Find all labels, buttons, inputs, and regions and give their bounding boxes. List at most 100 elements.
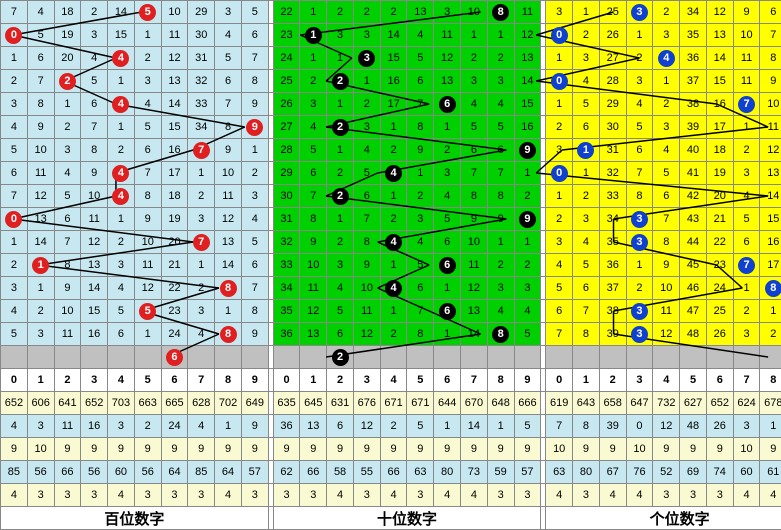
chart-cell: 1 <box>514 231 541 254</box>
stats-cell: 9 <box>434 438 461 461</box>
chart-cell: 3 <box>241 185 268 208</box>
stats-cell: 48 <box>680 415 707 438</box>
stats-cell: 3 <box>273 484 300 507</box>
marker-digit: 4 <box>112 165 129 182</box>
chart-cell: 3 <box>1 277 28 300</box>
chart-cell: 1 <box>573 139 600 162</box>
chart-cell: 2 <box>733 139 760 162</box>
chart-cell: 1 <box>327 208 354 231</box>
chart-cell: 2 <box>353 1 380 24</box>
chart-cell: 22 <box>706 231 733 254</box>
stats-cell: 2 <box>380 415 407 438</box>
chart-cell: 1 <box>108 70 135 93</box>
chart-cell: 11 <box>733 47 760 70</box>
chart-cell: 1 <box>546 47 573 70</box>
chart-cell: 3 <box>733 162 760 185</box>
chart-cell: 12 <box>300 300 327 323</box>
chart-cell: 25 <box>706 300 733 323</box>
chart-cell: 6 <box>733 231 760 254</box>
chart-cell: 8 <box>27 93 54 116</box>
chart-cell: 7 <box>487 162 514 185</box>
chart-cell: 24 <box>273 47 300 70</box>
chart-cell: 5 <box>241 1 268 24</box>
stats-cell: 649 <box>241 392 268 415</box>
stats-cell: 8 <box>573 415 600 438</box>
stats-cell: 658 <box>599 392 626 415</box>
chart-cell: 1 <box>546 185 573 208</box>
chart-cell: 7 <box>27 70 54 93</box>
chart-cell: 9 <box>760 70 781 93</box>
chart-cell: 7 <box>653 208 680 231</box>
chart-cell: 8 <box>653 231 680 254</box>
chart-cell: 38 <box>680 93 707 116</box>
stats-cell: 63 <box>546 461 573 484</box>
marker-digit: 0 <box>5 27 22 44</box>
chart-cell: 7 <box>300 185 327 208</box>
chart-cell: 1 <box>188 162 215 185</box>
chart-cell: 5 <box>134 116 161 139</box>
chart-cell: 7 <box>573 300 600 323</box>
stats-cell: 9 <box>487 438 514 461</box>
chart-cell: 0 <box>546 24 573 47</box>
chart-cell: 4 <box>380 231 407 254</box>
chart-cell: 12 <box>353 323 380 346</box>
chart-cell: 26 <box>599 24 626 47</box>
chart-cell: 6 <box>54 208 81 231</box>
stats-cell: 3 <box>680 484 707 507</box>
chart-cell: 4 <box>380 162 407 185</box>
stats-cell: 74 <box>706 461 733 484</box>
stats-cell: 14 <box>461 415 488 438</box>
chart-cell: 7 <box>461 162 488 185</box>
stats-cell: 9 <box>241 438 268 461</box>
chart-cell: 0 <box>546 162 573 185</box>
chart-cell: 3 <box>626 231 653 254</box>
chart-cell: 3 <box>653 116 680 139</box>
header-digit: 6 <box>161 369 188 392</box>
chart-cell: 4 <box>27 1 54 24</box>
marker-digit: 9 <box>519 211 536 228</box>
chart-cell: 3 <box>54 139 81 162</box>
stats-cell: 2 <box>134 415 161 438</box>
chart-cell: 1 <box>733 277 760 300</box>
chart-cell: 4 <box>1 300 28 323</box>
chart-cell: 29 <box>188 1 215 24</box>
stats-cell: 4 <box>380 484 407 507</box>
chart-cell: 1 <box>733 116 760 139</box>
chart-cell: 7 <box>760 24 781 47</box>
stats-cell: 10 <box>546 438 573 461</box>
stats-cell: 9 <box>680 438 707 461</box>
chart-cell: 8 <box>407 323 434 346</box>
chart-cell: 2 <box>188 185 215 208</box>
chart-cell: 6 <box>434 254 461 277</box>
chart-cell: 4 <box>81 47 108 70</box>
chart-cell: 1 <box>626 254 653 277</box>
marker-digit: 4 <box>112 50 129 67</box>
stats-cell: 24 <box>161 415 188 438</box>
stats-cell: 64 <box>215 461 242 484</box>
chart-cell: 22 <box>161 277 188 300</box>
stats-cell: 641 <box>54 392 81 415</box>
chart-cell: 6 <box>161 346 188 369</box>
chart-cell: 39 <box>599 323 626 346</box>
chart-cell: 2 <box>81 1 108 24</box>
chart-cell: 11 <box>461 254 488 277</box>
chart-cell: 31 <box>188 47 215 70</box>
marker-digit: 3 <box>631 211 648 228</box>
chart-cell: 5 <box>487 116 514 139</box>
chart-cell: 2 <box>487 47 514 70</box>
chart-cell: 9 <box>353 254 380 277</box>
stats-cell: 624 <box>733 392 760 415</box>
chart-cell: 5 <box>81 70 108 93</box>
chart-cell: 2 <box>327 231 354 254</box>
chart-cell: 11 <box>514 1 541 24</box>
chart-cell: 6 <box>407 70 434 93</box>
chart-cell: 2 <box>434 139 461 162</box>
section-label: 百位数字 <box>1 507 269 530</box>
marker-digit: 9 <box>519 142 536 159</box>
chart-cell: 9 <box>241 323 268 346</box>
chart-cell: 45 <box>680 254 707 277</box>
stats-cell: 4 <box>327 484 354 507</box>
chart-cell: 10 <box>760 93 781 116</box>
stats-cell: 13 <box>300 415 327 438</box>
chart-cell: 12 <box>161 47 188 70</box>
